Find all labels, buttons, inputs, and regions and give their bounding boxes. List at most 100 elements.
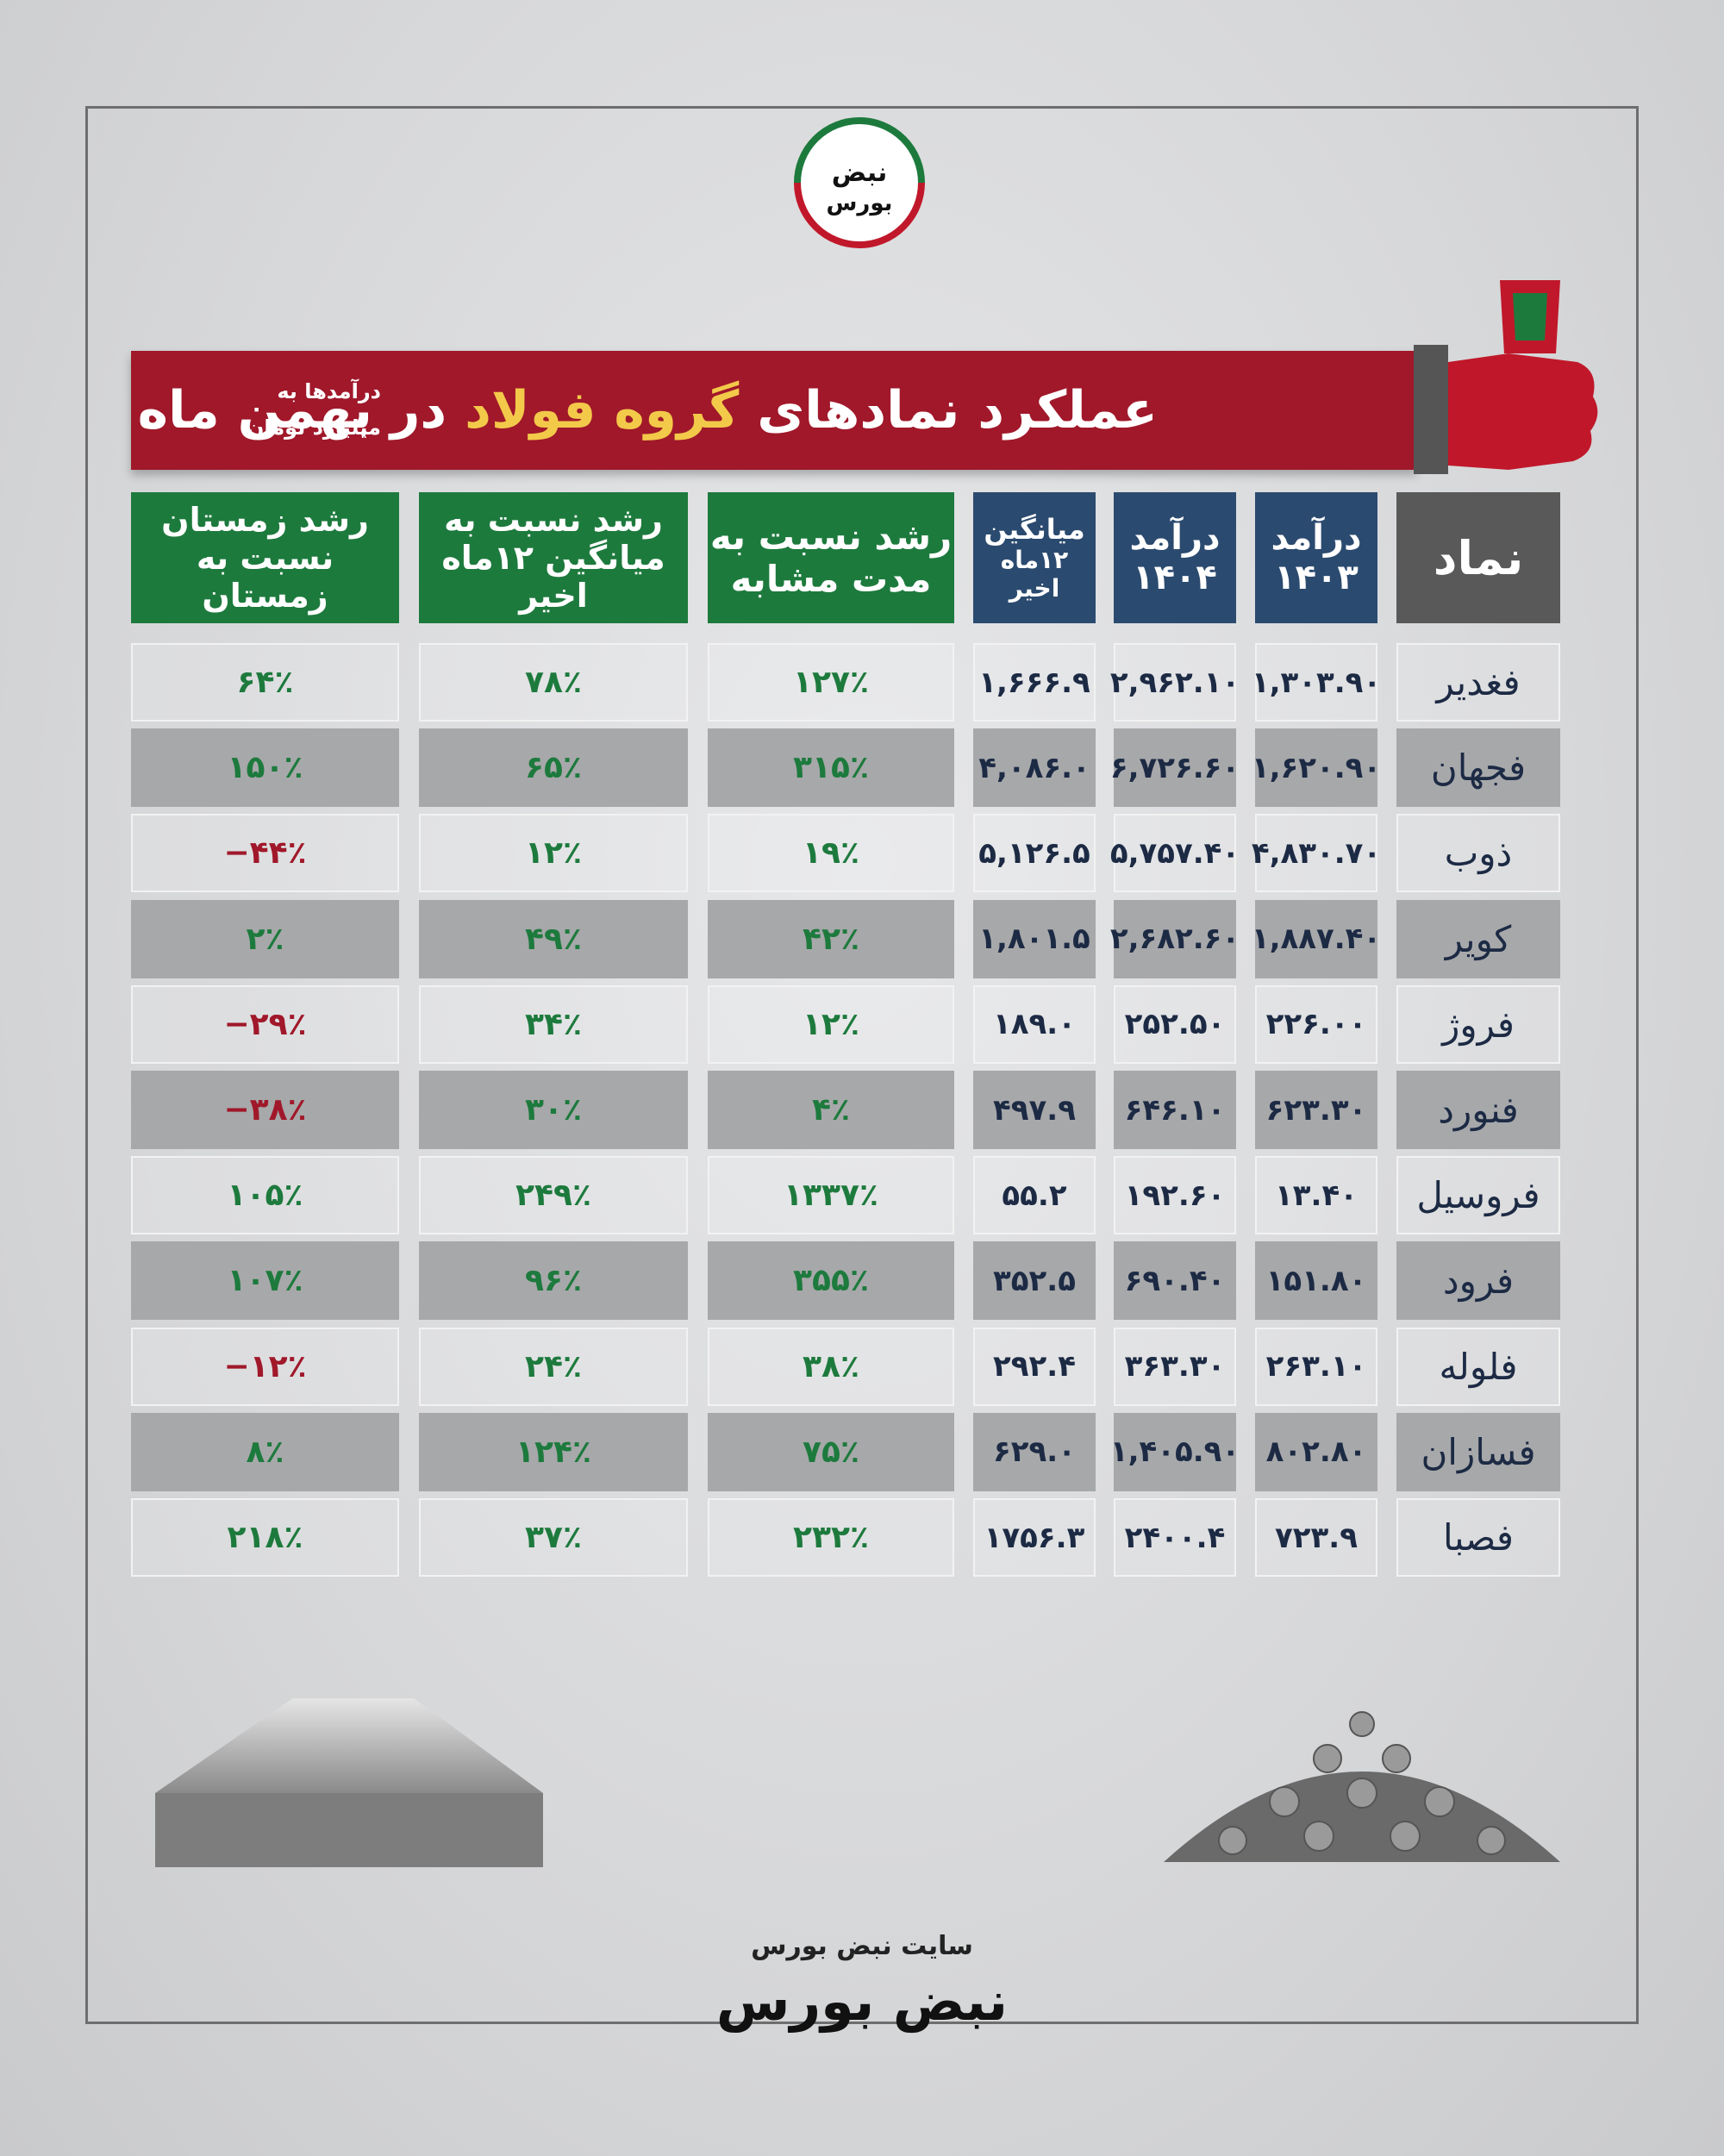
unit-line: میلیارد تومان — [246, 416, 381, 440]
value-cell: ۱,۶۶۶.۹ — [973, 643, 1096, 722]
value-cell: ۲۵۲.۵۰ — [1114, 984, 1236, 1064]
header-line: ۱۴۰۳ — [1274, 558, 1359, 597]
symbol-cell: فلوله — [1396, 1327, 1560, 1406]
symbol-cell: کویر — [1396, 899, 1560, 978]
column-header: درآمد ۱۴۰۴ — [1114, 492, 1236, 623]
column-header: نماد — [1396, 492, 1560, 623]
column-header: درآمد ۱۴۰۳ — [1255, 492, 1377, 623]
value-cell: ۷۲۳.۹ — [1255, 1498, 1377, 1577]
title-part: در بهمن ماه — [137, 380, 447, 441]
value-cell: ۱,۴۰۵.۹۰ — [1110, 1412, 1240, 1491]
header-line: رشد نسبت به — [444, 501, 663, 539]
title-banner: عملکرد نمادهای گروه فولاد در بهمن ماه در… — [131, 351, 1416, 470]
symbol-cell: فصبا — [1396, 1498, 1560, 1577]
header-line: رشد نسبت به — [709, 516, 953, 558]
value-cell: ۶۵٪ — [419, 728, 688, 808]
header-line: میانگین — [984, 513, 1085, 546]
symbol-cell: فروسیل — [1396, 1156, 1560, 1235]
value-cell: ۱۲٪ — [708, 984, 954, 1064]
value-cell: ۶۲۹.۰ — [973, 1412, 1096, 1491]
value-cell: ۶۲۳.۳۰ — [1255, 1071, 1377, 1149]
unit-note: درآمدها به میلیارد تومان — [183, 373, 381, 446]
value-cell: ۱۹۲.۶۰ — [1114, 1156, 1236, 1235]
column-header: رشد زمستان نسبت به زمستان — [131, 492, 399, 623]
value-cell: ۶۹۰.۴۰ — [1114, 1241, 1236, 1321]
value-cell: −۴۴٪ — [131, 814, 399, 893]
value-cell: ۱,۸۸۷.۴۰ — [1252, 899, 1381, 978]
value-cell: ۷۸٪ — [419, 643, 688, 722]
value-cell: ۶,۷۲۶.۶۰ — [1110, 728, 1240, 808]
value-cell: ۱۸۹.۰ — [973, 984, 1096, 1064]
value-cell: ۱,۸۰۱.۵ — [973, 899, 1096, 978]
value-cell: ۱۷۵۶.۳ — [973, 1498, 1096, 1577]
symbol-cell: ذوب — [1396, 814, 1560, 893]
column-header: میانگین ۱۲ماه اخیر — [973, 492, 1096, 623]
hand-icon — [1414, 280, 1598, 474]
value-cell: ۸٪ — [131, 1412, 399, 1491]
value-cell: ۱۵۰٪ — [131, 728, 399, 808]
value-cell: ۳۷٪ — [419, 1498, 688, 1577]
value-cell: ۲۳۲٪ — [708, 1498, 954, 1577]
value-cell: ۴٪ — [708, 1071, 954, 1149]
value-cell: ۲۴۰۰.۴ — [1114, 1498, 1236, 1577]
value-cell: ۳۱۵٪ — [708, 728, 954, 808]
value-cell: ۴۲٪ — [708, 899, 954, 978]
value-cell: ۲۴۹٪ — [419, 1156, 688, 1235]
value-cell: ۱۳۳۷٪ — [708, 1156, 954, 1235]
value-cell: ۲۹۲.۴ — [973, 1327, 1096, 1406]
value-cell: ۸۰۲.۸۰ — [1255, 1412, 1377, 1491]
column-header: رشد نسبت به مدت مشابه — [708, 492, 954, 623]
logo-line: بورس — [827, 191, 893, 216]
value-cell: ۲,۶۸۲.۶۰ — [1110, 899, 1240, 978]
steel-pellets — [1164, 1711, 1560, 1862]
value-cell: ۱۵۱.۸۰ — [1255, 1241, 1377, 1321]
symbol-cell: فروژ — [1396, 984, 1560, 1064]
value-cell: ۷۵٪ — [708, 1412, 954, 1491]
symbol-cell: فنورد — [1396, 1071, 1560, 1149]
value-cell: ۱۹٪ — [708, 814, 954, 893]
value-cell: ۵,۱۲۶.۵ — [973, 814, 1096, 893]
value-cell: −۲۹٪ — [131, 984, 399, 1064]
value-cell: ۵,۷۵۷.۴۰ — [1110, 814, 1240, 893]
frame — [85, 106, 1639, 2024]
value-cell: ۳۵۲.۵ — [973, 1241, 1096, 1321]
footer-site: سایت نبض بورس — [751, 1931, 973, 1961]
value-cell: ۱۲۷٪ — [708, 643, 954, 722]
value-cell: ۱۰۵٪ — [131, 1156, 399, 1235]
value-cell: ۲٪ — [131, 899, 399, 978]
header-line: ۱۲ماه اخیر — [1000, 546, 1069, 603]
value-cell: ۱۲٪ — [419, 814, 688, 893]
header-line: نسبت به زمستان — [196, 539, 334, 615]
value-cell: ۹۶٪ — [419, 1241, 688, 1321]
value-cell: ۳۴٪ — [419, 984, 688, 1064]
header-line: درآمد — [1271, 518, 1362, 558]
title-highlight: گروه فولاد — [465, 380, 740, 441]
unit-line: درآمدها به — [277, 379, 381, 403]
steel-slab — [155, 1698, 543, 1867]
value-cell: ۲۲۶.۰۰ — [1255, 984, 1377, 1064]
symbol-cell: فجهان — [1396, 728, 1560, 808]
header-line: ۱۴۰۴ — [1133, 558, 1217, 597]
value-cell: ۳۰٪ — [419, 1071, 688, 1149]
value-cell: ۳۸٪ — [708, 1327, 954, 1406]
value-cell: ۴,۸۳۰.۷۰ — [1252, 814, 1381, 893]
symbol-cell: فرود — [1396, 1241, 1560, 1321]
title: عملکرد نمادهای گروه فولاد در بهمن ماه — [138, 351, 1158, 470]
value-cell: ۲۶۳.۱۰ — [1255, 1327, 1377, 1406]
value-cell: ۵۵.۲ — [973, 1156, 1096, 1235]
value-cell: ۲۴٪ — [419, 1327, 688, 1406]
column-header: رشد نسبت به میانگین ۱۲ماه اخیر — [419, 492, 688, 623]
value-cell: ۱,۳۰۳.۹۰ — [1252, 643, 1381, 722]
symbol-cell: فسازان — [1396, 1412, 1560, 1491]
value-cell: ۱۳.۴۰ — [1255, 1156, 1377, 1235]
value-cell: ۴,۰۸۶.۰ — [973, 728, 1096, 808]
value-cell: ۴۹٪ — [419, 899, 688, 978]
header-line: نماد — [1433, 530, 1524, 585]
header-line: مدت مشابه — [730, 558, 932, 600]
value-cell: −۱۲٪ — [131, 1327, 399, 1406]
value-cell: −۳۸٪ — [131, 1071, 399, 1149]
logo-line: نبض — [832, 158, 887, 188]
footer-brand: نبض بورس — [715, 1970, 1009, 2033]
header-line: رشد زمستان — [161, 501, 369, 539]
